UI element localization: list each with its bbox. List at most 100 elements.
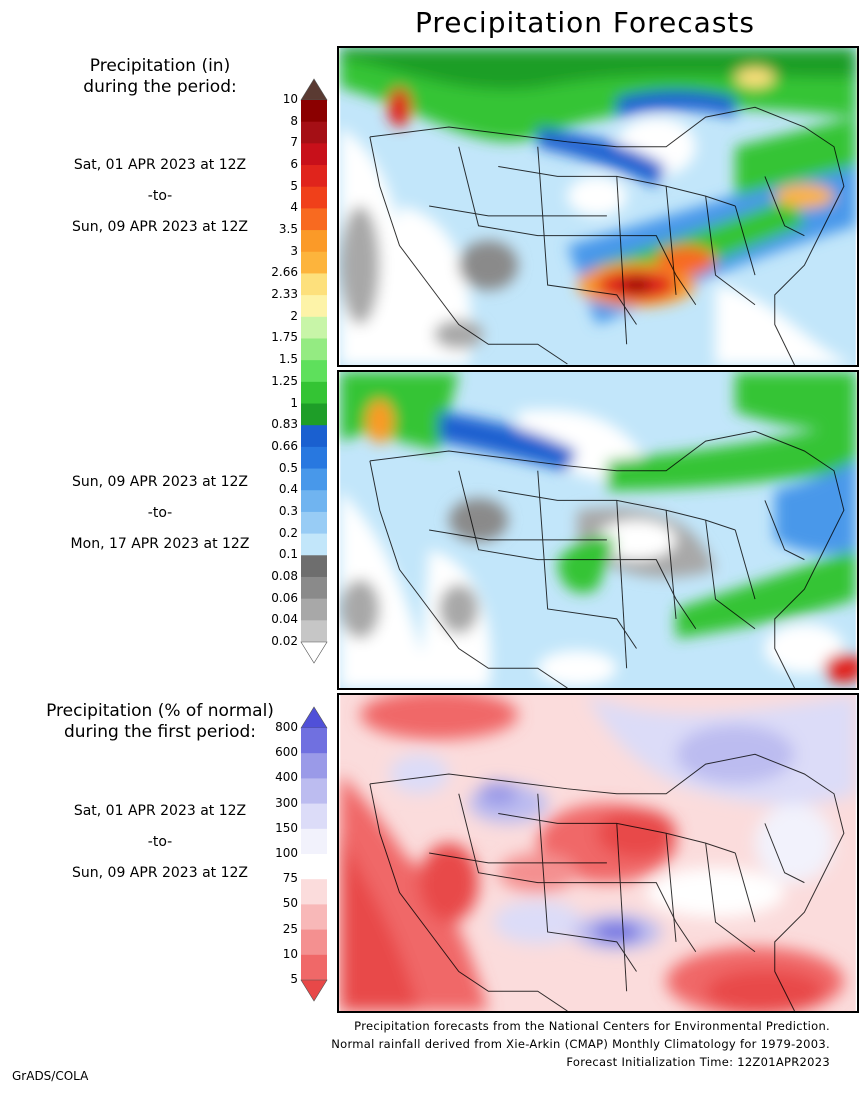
percent-colorbar-tick-label: 600: [275, 745, 298, 760]
period-1-label: Sat, 01 APR 2023 at 12Z -to- Sun, 09 APR…: [40, 150, 280, 243]
amount-colorbar-segment: [301, 316, 327, 339]
amount-colorbar-tick-label: 0.2: [278, 525, 298, 540]
percent-colorbar-segment: [301, 904, 327, 931]
percent-colorbar-tick-label: 50: [282, 896, 298, 911]
amount-colorbar-tick-label: 4: [290, 200, 298, 215]
amount-colorbar-tick-label: 2: [290, 308, 298, 323]
amount-colorbar-tick-label: 8: [290, 113, 298, 128]
amount-colorbar-segment: [301, 620, 327, 643]
percent-colorbar-tick-label: 300: [275, 795, 298, 810]
period-2-end: Mon, 17 APR 2023 at 12Z: [70, 536, 250, 552]
amount-colorbar-segment: [301, 208, 327, 231]
amount-colorbar-tick-label: 0.66: [271, 438, 298, 453]
amount-colorbar-segment: [301, 490, 327, 513]
period-1-sep: -to-: [147, 188, 173, 204]
map-amount-period-2: [337, 370, 859, 690]
amount-colorbar-segment: [301, 468, 327, 491]
amount-colorbar-tick-label: 6: [290, 157, 298, 172]
amount-colorbar-segment: [301, 186, 327, 209]
amount-colorbar-tick-label: 3: [290, 243, 298, 258]
percent-colorbar-tick-label: 150: [275, 820, 298, 835]
percent-colorbar-segment: [301, 854, 327, 880]
percent-colorbar-tick-label: 100: [275, 846, 298, 860]
page-title: Precipitation Forecasts: [415, 6, 755, 39]
amount-colorbar: [300, 78, 328, 664]
percent-colorbar-tick-label: 10: [282, 946, 298, 961]
amount-colorbar-tick-label: 0.1: [278, 547, 298, 562]
amount-colorbar-segment: [301, 295, 327, 318]
amount-heading-line2: during the period:: [83, 77, 237, 97]
period-3-start: Sat, 01 APR 2023 at 12Z: [73, 803, 247, 819]
percent-colorbar-tick-label: 400: [275, 770, 298, 785]
percent-colorbar-tick-label: 25: [282, 921, 298, 936]
percent-colorbar-segment: [301, 879, 327, 905]
percent-colorbar-segment: [301, 929, 327, 956]
amount-colorbar-segment: [301, 555, 327, 578]
amount-colorbar-segment: [301, 100, 327, 123]
amount-colorbar-segment: [301, 338, 327, 361]
amount-colorbar-tick-label: 0.5: [278, 460, 298, 475]
percent-colorbar-tick-label: 75: [282, 871, 298, 886]
amount-colorbar-segment: [301, 251, 327, 274]
amount-colorbar-tick-label: 1.75: [271, 330, 298, 345]
amount-colorbar-tick-label: 2.33: [271, 287, 298, 302]
amount-colorbar-segment: [301, 511, 327, 535]
percent-colorbar-segment: [301, 828, 327, 855]
amount-colorbar-segment: [301, 446, 327, 470]
amount-colorbar-tick-label: 2.66: [271, 265, 298, 280]
percent-colorbar: [300, 706, 328, 1002]
footer-line-3: Forecast Initialization Time: 12Z01APR20…: [566, 1055, 830, 1069]
amount-colorbar-tick-label: 0.02: [271, 634, 298, 648]
footer-line-2: Normal rainfall derived from Xie-Arkin (…: [331, 1037, 830, 1051]
amount-colorbar-segment: [301, 425, 327, 448]
amount-colorbar-tick-label: 1: [290, 395, 298, 410]
amount-colorbar-tick-label: 1.5: [278, 352, 298, 367]
percent-colorbar-segment: [301, 954, 327, 981]
period-1-end: Sun, 09 APR 2023 at 12Z: [72, 219, 248, 235]
amount-colorbar-segment: [301, 576, 327, 600]
percent-colorbar-segment: [301, 778, 327, 805]
period-3-label: Sat, 01 APR 2023 at 12Z -to- Sun, 09 APR…: [40, 796, 280, 889]
period-2-start: Sun, 09 APR 2023 at 12Z: [72, 474, 248, 490]
amount-colorbar-segment: [301, 273, 327, 296]
amount-heading-line1: Precipitation (in): [89, 56, 231, 76]
amount-colorbar-segment: [301, 598, 327, 621]
percent-heading: Precipitation (% of normal) during the f…: [20, 701, 300, 743]
amount-colorbar-segment: [301, 360, 327, 383]
amount-colorbar-tick-label: 3.5: [278, 222, 298, 237]
amount-colorbar-segment: [301, 381, 327, 405]
percent-colorbar-segment: [301, 803, 327, 830]
percent-colorbar-segment: [301, 753, 327, 779]
amount-colorbar-segment: [301, 230, 327, 253]
period-3-sep: -to-: [147, 834, 173, 850]
percent-colorbar-segment: [301, 728, 327, 754]
footer-line-1: Precipitation forecasts from the Nationa…: [354, 1019, 830, 1033]
amount-colorbar-tick-label: 0.08: [271, 568, 298, 583]
amount-colorbar-tick-label: 7: [290, 135, 298, 150]
percent-colorbar-bottom-arrow: [300, 979, 328, 1002]
period-3-end: Sun, 09 APR 2023 at 12Z: [72, 865, 248, 881]
credit-label: GrADS/COLA: [12, 1069, 89, 1083]
amount-heading: Precipitation (in) during the period:: [40, 56, 280, 98]
percent-colorbar-top-arrow: [300, 706, 328, 729]
footer-notes: Precipitation forecasts from the Nationa…: [331, 1017, 830, 1071]
amount-colorbar-bottom-arrow: [300, 641, 328, 664]
amount-colorbar-segment: [301, 165, 327, 188]
amount-colorbar-segment: [301, 403, 327, 426]
percent-heading-line2: during the first period:: [63, 722, 257, 742]
amount-colorbar-tick-label: 0.3: [278, 503, 298, 518]
amount-colorbar-tick-label: 0.04: [271, 612, 298, 627]
percent-colorbar-tick-label: 800: [275, 720, 298, 734]
amount-colorbar-tick-label: 0.06: [271, 590, 298, 605]
amount-colorbar-tick-label: 5: [290, 178, 298, 193]
amount-colorbar-tick-label: 10: [282, 92, 298, 106]
period-1-start: Sat, 01 APR 2023 at 12Z: [73, 157, 247, 173]
amount-colorbar-segment: [301, 533, 327, 556]
amount-colorbar-segment: [301, 121, 327, 144]
map-amount-period-1: [337, 46, 859, 367]
period-2-label: Sun, 09 APR 2023 at 12Z -to- Mon, 17 APR…: [40, 467, 280, 560]
amount-colorbar-top-arrow: [300, 78, 328, 101]
amount-colorbar-tick-label: 0.4: [278, 482, 298, 497]
map-percent-of-normal: [337, 693, 859, 1013]
period-2-sep: -to-: [147, 505, 173, 521]
